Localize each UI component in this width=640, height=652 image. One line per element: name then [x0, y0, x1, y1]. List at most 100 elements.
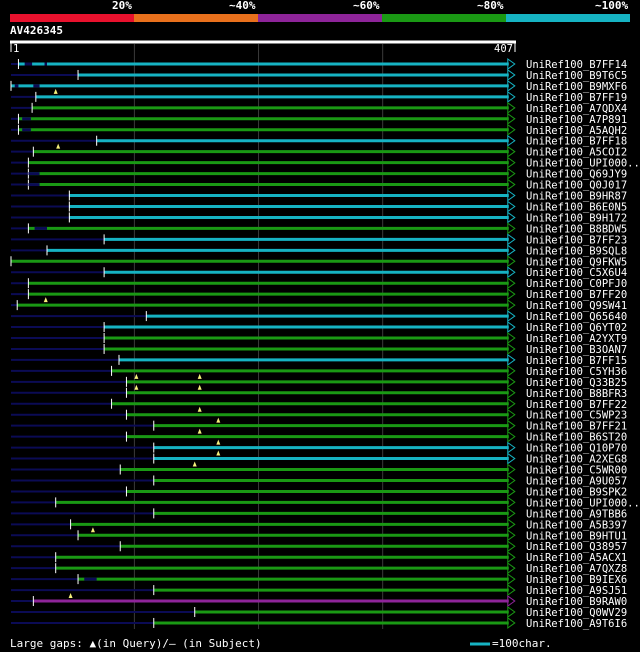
hit-end-arrow [507, 430, 516, 443]
hit-end-arrow [507, 595, 516, 608]
hit-label[interactable]: UniRef100_A9T6I6 [526, 618, 627, 630]
query-gap-marker [192, 461, 197, 467]
hit-label[interactable]: UniRef100_Q33B25 [526, 377, 627, 389]
hit-label[interactable]: UniRef100_B3OAN7 [526, 344, 627, 356]
hit-label[interactable]: UniRef100_A7P891 [526, 114, 627, 126]
hit-label[interactable]: UniRef100_A5ACX1 [526, 552, 627, 564]
hit-end-arrow [507, 277, 516, 290]
hit-row: UniRef100_A7QDX4 [11, 101, 627, 115]
hit-end-arrow [507, 386, 516, 399]
hit-row: UniRef100_A9T6I6 [11, 616, 627, 630]
hit-label[interactable]: UniRef100_A5B397 [526, 519, 627, 531]
hit-label[interactable]: UniRef100_UPI000.. [526, 497, 640, 509]
hit-label[interactable]: UniRef100_A7QXZ8 [526, 563, 627, 575]
hit-label[interactable]: UniRef100_A2XEG8 [526, 454, 627, 466]
hit-label[interactable]: UniRef100_B9RAW0 [526, 596, 627, 608]
hit-row: UniRef100_Q0WV29 [11, 606, 627, 619]
hit-row: UniRef100_B7FF18 [11, 134, 627, 148]
hit-label[interactable]: UniRef100_Q65640 [526, 311, 627, 323]
legend-segment [506, 14, 630, 22]
hit-label[interactable]: UniRef100_C0PFJ0 [526, 278, 627, 290]
hit-label[interactable]: UniRef100_Q9FKW5 [526, 256, 627, 268]
hit-label[interactable]: UniRef100_B7FF23 [526, 234, 627, 246]
hit-end-arrow [507, 310, 516, 323]
hit-label[interactable]: UniRef100_B9HR87 [526, 191, 627, 203]
hit-label[interactable]: UniRef100_B7FF20 [526, 289, 627, 301]
hit-row: UniRef100_B9HTU1 [11, 527, 627, 542]
hit-end-arrow [507, 167, 516, 180]
hit-label[interactable]: UniRef100_B7FF22 [526, 399, 627, 411]
hit-label[interactable]: UniRef100_B7FF21 [526, 421, 627, 433]
hit-end-arrow [507, 321, 516, 334]
hit-label[interactable]: UniRef100_C5X6U4 [526, 267, 627, 279]
hit-label[interactable]: UniRef100_B8BFR3 [526, 388, 627, 400]
hit-row: UniRef100_A2XEG8 [11, 450, 627, 466]
scale-legend: =100char. [470, 638, 552, 650]
hit-label[interactable]: UniRef100_Q6YT02 [526, 322, 627, 334]
query-gap-marker [216, 439, 221, 445]
scale-bar [470, 642, 490, 646]
hit-label[interactable]: UniRef100_B7FF14 [526, 59, 627, 71]
hit-end-arrow [507, 244, 516, 257]
query-gap-marker [197, 406, 202, 412]
hit-label[interactable]: UniRef100_B9SQL8 [526, 245, 627, 257]
hit-row: UniRef100_A9U057 [11, 474, 627, 487]
hit-label[interactable]: UniRef100_Q10P70 [526, 443, 627, 455]
hit-label[interactable]: UniRef100_UPI000.. [526, 158, 640, 170]
hit-row: UniRef100_B8BFR3 [11, 384, 627, 400]
hit-row: UniRef100_Q9SW41 [11, 297, 627, 312]
hit-end-arrow [507, 342, 516, 355]
hit-end-arrow [507, 90, 516, 103]
hit-row: UniRef100_B9SQL8 [11, 244, 627, 257]
hit-label[interactable]: UniRef100_C5WP23 [526, 410, 627, 422]
hit-label[interactable]: UniRef100_B9H172 [526, 212, 627, 224]
hit-label[interactable]: UniRef100_A9TBB6 [526, 508, 627, 520]
hit-label[interactable]: UniRef100_Q69JY9 [526, 169, 627, 181]
query-gap-marker [197, 384, 202, 390]
hit-row: UniRef100_B9MXF6 [10, 79, 627, 93]
hit-row: UniRef100_UPI000.. [11, 156, 640, 170]
hit-label[interactable]: UniRef100_Q9SW41 [526, 300, 627, 312]
hit-label[interactable]: UniRef100_A9SJ51 [526, 585, 627, 597]
hit-end-arrow [507, 211, 516, 224]
gaps-legend: Large gaps: ▲(in Query)/— (in Subject) [10, 637, 262, 650]
hit-label[interactable]: UniRef100_B7FF18 [526, 136, 627, 148]
hit-label[interactable]: UniRef100_A5COI2 [526, 147, 627, 159]
hit-label[interactable]: UniRef100_B7FF15 [526, 355, 627, 367]
hit-label[interactable]: UniRef100_A5AQH2 [526, 125, 627, 137]
hit-label[interactable]: UniRef100_B9IEX6 [526, 574, 627, 586]
hit-label[interactable]: UniRef100_Q0J017 [526, 180, 627, 192]
hit-end-arrow [507, 606, 516, 618]
hit-label[interactable]: UniRef100_B7FF19 [526, 92, 627, 104]
query-gap-marker [68, 593, 73, 599]
hit-label[interactable]: UniRef100_B8BDW5 [526, 223, 627, 235]
hit-label[interactable]: UniRef100_B9HTU1 [526, 530, 627, 542]
hit-end-arrow [507, 332, 516, 344]
query-gap-marker [53, 88, 58, 94]
query-gap-marker [197, 373, 202, 379]
hit-row: UniRef100_B6E0N5 [11, 200, 627, 213]
hit-row: UniRef100_A5B397 [11, 518, 627, 531]
query-gap-marker [56, 143, 61, 149]
hit-end-arrow [507, 485, 516, 498]
hit-label[interactable]: UniRef100_B9SPK2 [526, 486, 627, 498]
hit-row: UniRef100_A9SJ51 [11, 584, 627, 597]
hit-label[interactable]: UniRef100_B9MXF6 [526, 81, 627, 93]
hit-end-arrow [507, 616, 516, 629]
hit-label[interactable]: UniRef100_C5WR00 [526, 465, 627, 477]
legend-segment [258, 14, 383, 22]
hit-end-arrow [507, 145, 516, 158]
hit-label[interactable]: UniRef100_Q38957 [526, 541, 627, 553]
hit-end-arrow [507, 123, 516, 136]
hit-label[interactable]: UniRef100_A7QDX4 [526, 103, 627, 115]
hit-row: UniRef100_A9TBB6 [11, 507, 627, 520]
hit-row: UniRef100_C5X6U4 [11, 266, 627, 279]
hit-label[interactable]: UniRef100_B6E0N5 [526, 201, 627, 213]
hit-label[interactable]: UniRef100_Q0WV29 [526, 607, 627, 619]
hit-label[interactable]: UniRef100_B9T6C5 [526, 70, 627, 82]
hit-row: UniRef100_Q38957 [11, 540, 627, 553]
hit-label[interactable]: UniRef100_B6ST20 [526, 432, 627, 444]
hit-label[interactable]: UniRef100_A2YXT9 [526, 333, 627, 345]
hit-label[interactable]: UniRef100_C5YH36 [526, 366, 627, 378]
hit-label[interactable]: UniRef100_A9U057 [526, 475, 627, 487]
